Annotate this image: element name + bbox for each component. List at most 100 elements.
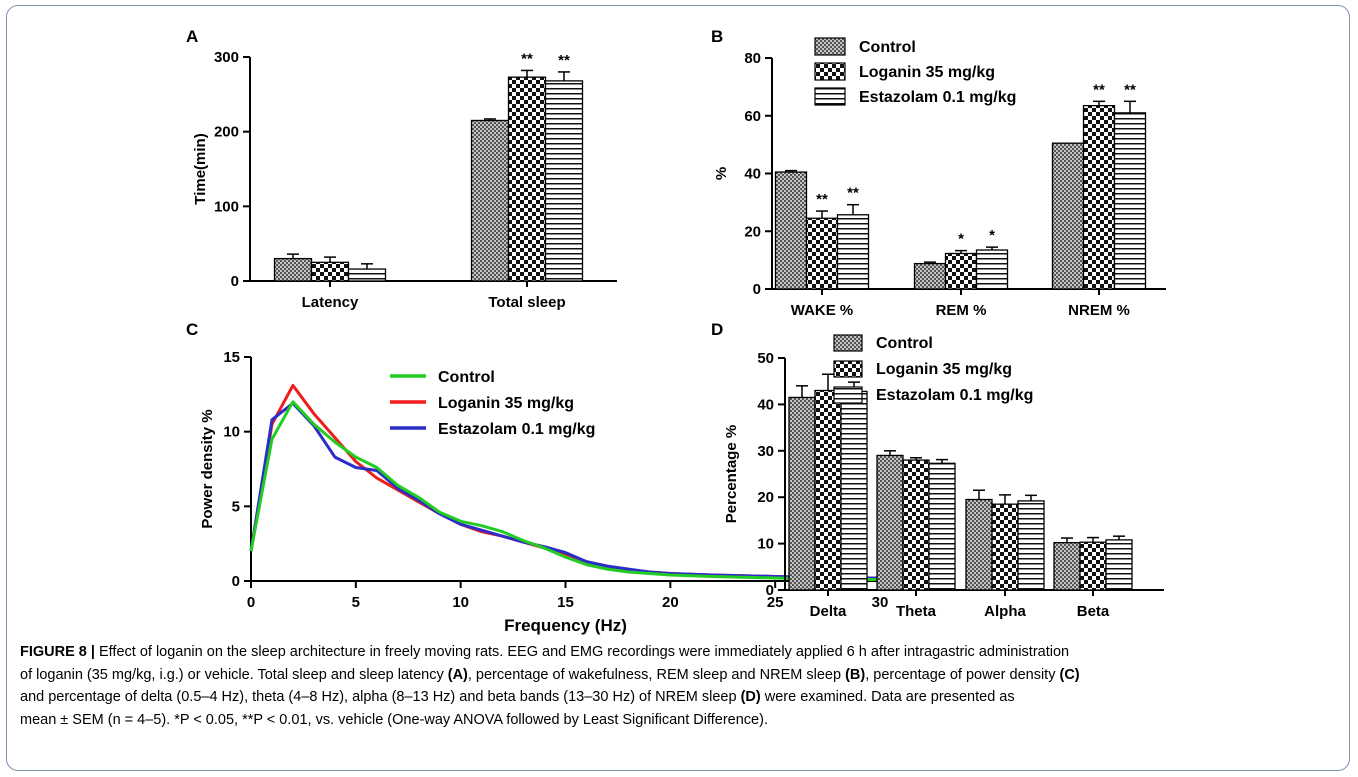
bar xyxy=(347,268,387,282)
bar xyxy=(902,459,930,591)
bar xyxy=(507,76,547,282)
x-tick-label: Beta xyxy=(1077,603,1110,620)
legend-swatch xyxy=(814,62,846,81)
significance-marker: ** xyxy=(847,185,859,202)
legend-swatch xyxy=(833,334,863,352)
y-tick-label: 20 xyxy=(744,223,761,240)
caption-line-2: of loganin (35 mg/kg, i.g.) or vehicle. … xyxy=(20,666,1080,683)
significance-marker: * xyxy=(958,231,964,248)
y-axis-label: Time(min) xyxy=(192,133,209,204)
caption-line-4: mean ± SEM (n = 4–5). *P < 0.05, **P < 0… xyxy=(20,711,768,728)
bar xyxy=(928,462,956,591)
bar xyxy=(805,217,839,290)
x-tick-label: 15 xyxy=(557,594,574,611)
series-line xyxy=(249,400,880,581)
panel-label-a: A xyxy=(186,27,198,46)
bar xyxy=(991,503,1019,591)
panel-label-d: D xyxy=(711,320,723,339)
x-tick-label: Latency xyxy=(302,294,359,311)
legend-swatch xyxy=(814,37,846,56)
legend-label: Loganin 35 mg/kg xyxy=(859,64,995,81)
bar xyxy=(975,249,1009,290)
significance-marker: ** xyxy=(1093,81,1105,98)
significance-marker: * xyxy=(989,227,995,244)
significance-marker: ** xyxy=(521,50,533,67)
bar xyxy=(876,454,904,591)
y-axis-label: % xyxy=(713,167,730,180)
x-tick-label: Theta xyxy=(896,603,937,620)
y-tick-label: 100 xyxy=(214,198,239,215)
y-tick-label: 50 xyxy=(757,350,774,367)
bar xyxy=(788,396,816,591)
y-tick-label: 40 xyxy=(744,166,761,183)
x-tick-label: REM % xyxy=(936,302,987,319)
legend-label: Loganin 35 mg/kg xyxy=(876,361,1012,378)
y-tick-label: 20 xyxy=(757,489,774,506)
bar xyxy=(965,498,993,591)
significance-marker: ** xyxy=(816,191,828,208)
bar xyxy=(1082,104,1116,290)
y-axis-label: Percentage % xyxy=(723,425,740,523)
significance-marker: ** xyxy=(558,52,570,69)
x-tick-label: 20 xyxy=(662,594,679,611)
panel-label-c: C xyxy=(186,320,198,339)
figure-caption: FIGURE 8 | Effect of loganin on the slee… xyxy=(20,641,1338,731)
bar xyxy=(1079,541,1107,591)
legend-label: Control xyxy=(859,39,916,56)
bar xyxy=(1053,542,1081,591)
y-tick-label: 0 xyxy=(766,582,774,599)
x-axis-label: Frequency (Hz) xyxy=(504,616,627,635)
bar xyxy=(1051,142,1085,290)
legend-swatch xyxy=(833,386,863,404)
bar xyxy=(470,119,510,282)
bar xyxy=(544,80,584,282)
bar xyxy=(944,252,978,290)
x-tick-label: 10 xyxy=(452,594,469,611)
x-tick-label: Total sleep xyxy=(488,294,565,311)
legend-swatch xyxy=(814,87,846,106)
bar xyxy=(1017,500,1045,591)
legend-label: Control xyxy=(438,369,495,386)
y-tick-label: 15 xyxy=(223,349,240,366)
significance-marker: ** xyxy=(1124,81,1136,98)
legend-label: Estazolam 0.1 mg/kg xyxy=(876,387,1033,404)
chart-d-band-percentage: 0 10 20 30 40 50 Percentage % Delta Theta Alpha Be… xyxy=(723,334,1164,620)
bar xyxy=(774,171,808,290)
figure-frame xyxy=(6,5,1350,771)
y-tick-label: 300 xyxy=(214,49,239,66)
y-tick-label: 0 xyxy=(231,273,239,290)
bar xyxy=(840,390,868,591)
chart-a-sleep-time: 0 100 200 300 Time(min) Latency Total sleep ** *… xyxy=(192,49,617,311)
bar xyxy=(814,389,842,591)
caption-line-3: and percentage of delta (0.5–4 Hz), thet… xyxy=(20,689,1015,705)
bar xyxy=(310,261,350,282)
bar xyxy=(836,214,870,290)
y-tick-label: 40 xyxy=(757,396,774,413)
x-tick-label: Alpha xyxy=(984,603,1026,620)
y-tick-label: 0 xyxy=(753,281,761,298)
x-tick-label: 25 xyxy=(767,594,784,611)
legend-label: Estazolam 0.1 mg/kg xyxy=(438,421,595,438)
y-tick-label: 60 xyxy=(744,108,761,125)
bar xyxy=(273,257,313,282)
y-tick-label: 5 xyxy=(232,498,240,515)
legend-label: Control xyxy=(876,335,933,352)
x-tick-label: 5 xyxy=(352,594,360,611)
x-tick-label: 30 xyxy=(872,594,889,611)
legend-swatch xyxy=(833,360,863,378)
legend-label: Loganin 35 mg/kg xyxy=(438,395,574,412)
y-tick-label: 30 xyxy=(757,443,774,460)
x-tick-label: WAKE % xyxy=(791,302,854,319)
y-tick-label: 0 xyxy=(232,573,240,590)
bar xyxy=(1113,112,1147,290)
panel-label-b: B xyxy=(711,27,723,46)
caption-figure-label: FIGURE 8 | xyxy=(20,644,95,660)
bar xyxy=(913,262,947,290)
y-tick-label: 10 xyxy=(757,536,774,553)
x-tick-label: Delta xyxy=(810,603,847,620)
y-axis-label: Power density % xyxy=(199,409,216,528)
y-tick-label: 10 xyxy=(223,424,240,441)
caption-line-1: FIGURE 8 | Effect of loganin on the slee… xyxy=(20,644,1070,660)
